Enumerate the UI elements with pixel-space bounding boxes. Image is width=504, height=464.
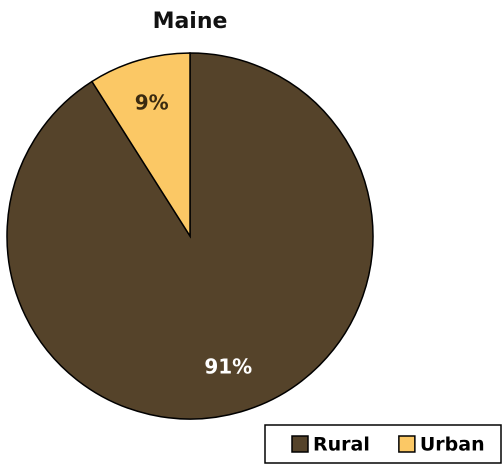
legend-label: Urban — [420, 434, 485, 456]
legend-swatch — [398, 435, 416, 453]
legend-swatch — [291, 435, 309, 453]
legend-label: Rural — [313, 434, 370, 456]
data-label: 91% — [204, 354, 252, 378]
data-label: 9% — [135, 91, 169, 115]
pie-slice — [90, 52, 191, 239]
chart-title: Maine — [153, 9, 228, 34]
